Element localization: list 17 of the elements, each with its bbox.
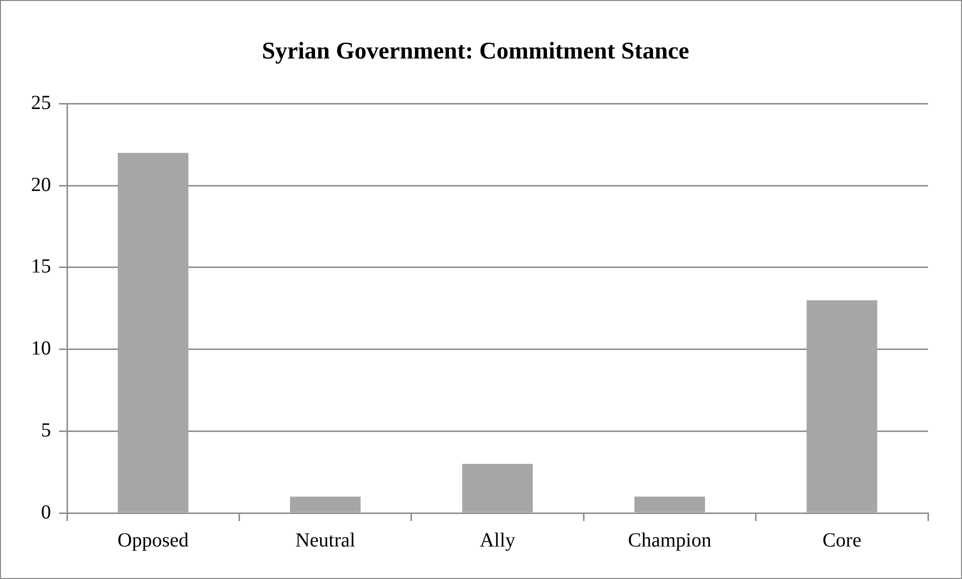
bar <box>462 464 533 512</box>
x-tick-label: Champion <box>628 529 712 552</box>
y-tick-label: 25 <box>31 92 51 114</box>
y-tick-label: 5 <box>41 419 51 442</box>
bar <box>290 496 361 512</box>
x-tick-label: Core <box>822 529 862 552</box>
chart-title: Syrian Government: Commitment Stance <box>262 38 690 65</box>
y-tick-label: 15 <box>31 256 51 278</box>
bar <box>118 152 188 512</box>
y-tick-label: 10 <box>31 338 51 360</box>
bar <box>806 300 878 512</box>
x-tick-label: Neutral <box>295 529 356 552</box>
x-tick-label: Ally <box>480 529 516 552</box>
y-tick-label: 0 <box>41 501 51 524</box>
bar <box>634 496 705 512</box>
x-tick-label: Opposed <box>118 529 189 552</box>
y-tick-label: 20 <box>31 174 51 196</box>
